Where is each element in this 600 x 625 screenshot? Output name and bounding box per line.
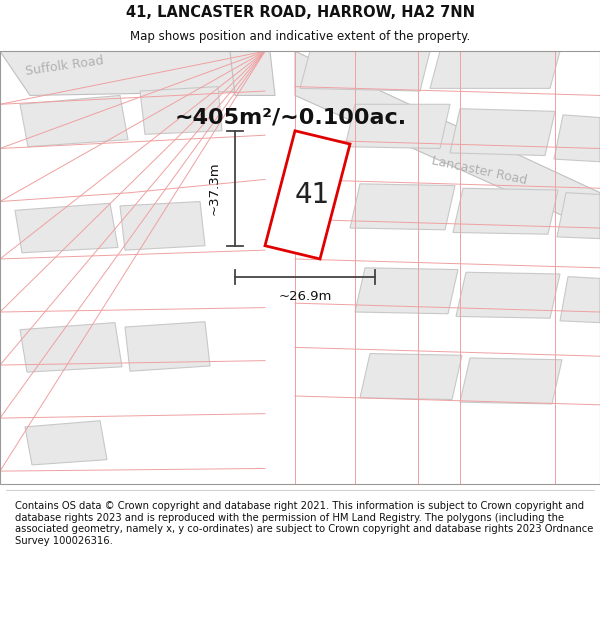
Polygon shape [430, 51, 560, 88]
Text: Suffolk Road: Suffolk Road [25, 54, 105, 78]
Polygon shape [450, 109, 555, 156]
Polygon shape [230, 51, 275, 96]
Text: Map shows position and indicative extent of the property.: Map shows position and indicative extent… [130, 31, 470, 43]
Polygon shape [295, 51, 600, 232]
Polygon shape [120, 201, 205, 250]
Polygon shape [20, 96, 128, 147]
Text: Contains OS data © Crown copyright and database right 2021. This information is : Contains OS data © Crown copyright and d… [15, 501, 593, 546]
Polygon shape [25, 421, 107, 465]
Polygon shape [355, 268, 458, 314]
Text: ~26.9m: ~26.9m [278, 290, 332, 303]
Polygon shape [350, 184, 455, 230]
Text: ~405m²/~0.100ac.: ~405m²/~0.100ac. [175, 107, 407, 127]
Polygon shape [125, 322, 210, 371]
Polygon shape [460, 358, 562, 404]
Text: 41: 41 [295, 181, 330, 209]
Polygon shape [20, 322, 122, 372]
Polygon shape [560, 277, 600, 322]
Polygon shape [453, 188, 558, 234]
Polygon shape [456, 272, 560, 318]
Polygon shape [345, 104, 450, 149]
Text: Lancaster Road: Lancaster Road [430, 154, 528, 187]
Text: 41, LANCASTER ROAD, HARROW, HA2 7NN: 41, LANCASTER ROAD, HARROW, HA2 7NN [125, 5, 475, 20]
Text: ~37.3m: ~37.3m [208, 161, 221, 215]
Polygon shape [0, 51, 270, 96]
Polygon shape [140, 87, 222, 134]
Polygon shape [557, 192, 600, 239]
Polygon shape [554, 115, 600, 162]
Polygon shape [300, 51, 430, 91]
Polygon shape [265, 131, 350, 259]
Polygon shape [15, 203, 118, 252]
Polygon shape [360, 354, 462, 399]
